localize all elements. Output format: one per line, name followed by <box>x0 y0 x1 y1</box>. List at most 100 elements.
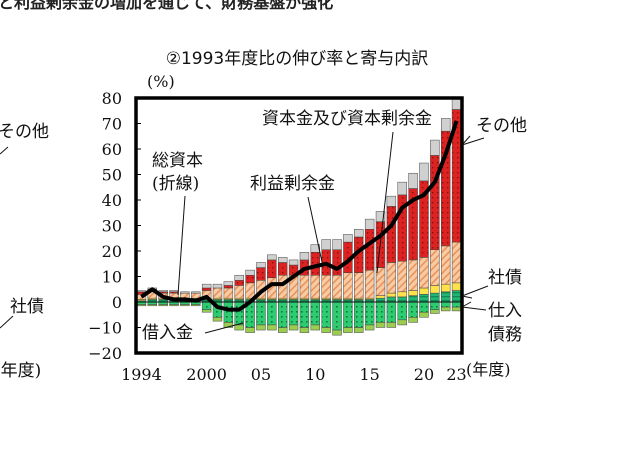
bar-segment-other <box>169 290 179 293</box>
bar-segment-retained <box>201 287 212 291</box>
bar-segment-capital <box>451 241 462 284</box>
bar-segment-yellow <box>397 291 407 298</box>
bar-segment-other <box>375 211 386 222</box>
bar-segment-retained <box>277 262 288 276</box>
capital-annotation: 資本金及び資本剰余金 <box>262 109 432 129</box>
bar-segment-other <box>408 172 418 189</box>
bar-segment-capital <box>440 245 451 285</box>
bar-segment-bonds <box>451 290 462 303</box>
bar-segment-yellow <box>451 282 462 291</box>
bar-segment-trade_payables <box>419 311 429 318</box>
bar-segment-yellow <box>419 287 429 295</box>
y-tick-label: −10 <box>88 319 122 338</box>
bar-segment-yellow <box>386 292 397 298</box>
x-tick-label: 1994 <box>121 365 162 384</box>
bar-segment-trade_payables <box>321 327 331 333</box>
borrowings-arrow <box>204 322 244 334</box>
bar-segment-capital <box>277 274 288 299</box>
y-tick-label: 70 <box>102 115 122 134</box>
bar-segment-trade_payables <box>430 309 440 314</box>
x-tick-label: 15 <box>359 365 379 384</box>
x-tick-label: 23 <box>446 365 466 384</box>
x-tick-label: 20 <box>414 365 434 384</box>
total-annotation-line1: 総資本 <box>152 151 203 171</box>
bar-segment-trade_payables <box>451 306 462 312</box>
left-fragment-other: その他 <box>0 122 49 142</box>
bar-segment-other <box>245 269 255 276</box>
bar-segment-other <box>288 259 299 266</box>
bar-segment-retained <box>364 229 375 271</box>
bar-segment-other <box>234 274 244 281</box>
bar-segment-trade_payables <box>191 304 201 307</box>
x-axis-ticks: 1994 2000 05 10 15 20 23 <box>121 365 467 384</box>
bar-segment-capital <box>430 249 440 286</box>
bar-segment-borrowings <box>201 301 212 310</box>
y-tick-label: 0 <box>112 293 122 312</box>
bar-segment-other <box>223 281 234 286</box>
bar-segment-borrowings <box>321 301 331 328</box>
x-tick-label: 10 <box>305 365 325 384</box>
x-axis-unit: (年度) <box>466 360 511 379</box>
bar-segment-other <box>256 262 266 268</box>
bar-segment-borrowings <box>223 301 234 323</box>
bar-segment-borrowings <box>419 301 429 313</box>
bar-segment-capital <box>397 260 407 293</box>
bar-segment-other <box>310 244 321 253</box>
bar-segment-borrowings <box>440 301 451 308</box>
total-capital-line <box>140 120 459 312</box>
bar-segment-trade_payables <box>310 324 321 331</box>
bar-segment-trade_payables <box>267 324 277 331</box>
bar-segment-capital <box>191 292 201 299</box>
total-annotation-line2: (折線) <box>152 174 199 194</box>
y-tick-label: 80 <box>102 89 122 108</box>
bar-segment-trade_payables <box>277 327 288 333</box>
bar-segment-other <box>180 291 190 294</box>
bar-segment-other <box>158 290 168 293</box>
left-fragment-other-arrow <box>0 146 9 155</box>
chart-title: ②1993年度比の伸び率と寄与内訳 <box>166 49 429 69</box>
bar-segment-borrowings <box>430 301 440 310</box>
bar-segment-retained <box>245 274 255 284</box>
y-axis-ticks: 80 70 60 50 40 30 20 10 0 −10 −20 <box>88 89 141 363</box>
borrowings-annotation: 借入金 <box>142 323 193 343</box>
bar-segment-yellow <box>375 295 386 299</box>
bonds-arrow <box>461 285 489 297</box>
bar-segment-trade_payables <box>440 306 451 312</box>
bar-segment-trade_payables <box>386 322 397 328</box>
bar-segment-trade_payables <box>354 327 364 333</box>
y-tick-label: 10 <box>102 268 122 287</box>
bar-segment-yellow <box>440 283 451 293</box>
retained-annotation: 利益剰余金 <box>250 174 335 194</box>
bar-segment-trade_payables <box>201 309 212 313</box>
bar-segment-other <box>386 195 397 207</box>
y-tick-label: 20 <box>102 242 122 261</box>
bar-segment-capital <box>343 272 353 299</box>
bar-segment-trade_payables <box>212 317 223 322</box>
bar-segment-bonds <box>397 296 407 303</box>
bar-segment-other <box>419 162 429 182</box>
bar-segment-borrowings <box>267 301 277 326</box>
bar-segment-capital <box>234 285 244 299</box>
bar-segment-other <box>364 218 375 230</box>
trade-payables-arrow <box>461 306 487 311</box>
bonds-annotation: 社債 <box>488 268 522 288</box>
bar-segment-borrowings <box>451 301 462 308</box>
bar-segment-borrowings <box>256 301 266 326</box>
bar-segment-trade_payables <box>158 304 168 307</box>
bar-segment-trade_payables <box>299 327 310 333</box>
left-fragment-bonds-arrow <box>0 315 14 329</box>
bar-segment-trade_payables <box>332 329 342 336</box>
bar-segment-borrowings <box>375 301 386 323</box>
bar-segment-trade_payables <box>147 304 158 307</box>
bar-segment-other <box>397 181 407 196</box>
bar-segment-trade_payables <box>408 317 418 323</box>
bar-segment-yellow <box>408 290 418 296</box>
bar-segment-other <box>212 283 223 289</box>
y-tick-label: 60 <box>102 140 122 159</box>
bar-segment-trade_payables <box>375 322 386 328</box>
bar-segment-bonds <box>440 291 451 303</box>
bar-segment-capital <box>245 282 255 299</box>
bar-segment-capital <box>408 259 418 291</box>
bar-segment-trade_payables <box>136 304 147 307</box>
